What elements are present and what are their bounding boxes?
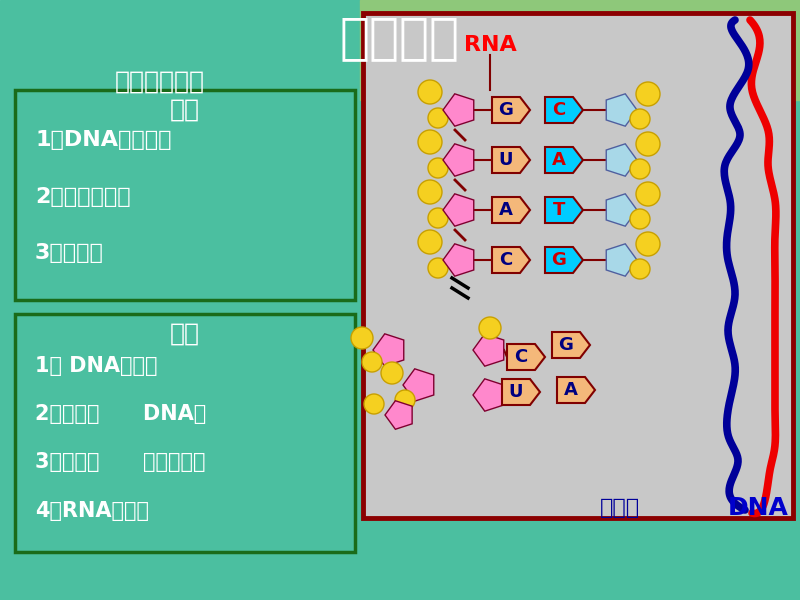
FancyBboxPatch shape: [15, 314, 355, 552]
Text: C: C: [514, 348, 528, 366]
Text: 1、DNA双链解旋: 1、DNA双链解旋: [35, 130, 171, 150]
Circle shape: [418, 130, 442, 154]
FancyBboxPatch shape: [15, 90, 355, 300]
Circle shape: [418, 80, 442, 104]
FancyArrow shape: [545, 197, 583, 223]
FancyArrow shape: [492, 97, 530, 123]
Text: DNA: DNA: [727, 496, 789, 520]
FancyArrow shape: [552, 332, 590, 358]
Circle shape: [636, 182, 660, 206]
Circle shape: [381, 362, 403, 384]
Circle shape: [418, 180, 442, 204]
Bar: [580, 0, 635, 600]
Bar: [690, 0, 745, 600]
Text: C: C: [552, 101, 566, 119]
Circle shape: [428, 258, 448, 278]
Text: 4、RNA聚合酶: 4、RNA聚合酶: [35, 501, 149, 521]
Bar: [360, 0, 415, 600]
Bar: [745, 0, 800, 600]
FancyArrow shape: [492, 197, 530, 223]
Circle shape: [630, 159, 650, 179]
Circle shape: [636, 232, 660, 256]
Text: 3、聚合；: 3、聚合；: [35, 244, 104, 263]
FancyArrow shape: [545, 247, 583, 273]
Text: A: A: [564, 381, 578, 399]
Bar: [470, 0, 525, 600]
Circle shape: [395, 390, 415, 410]
Text: T: T: [553, 201, 565, 219]
Circle shape: [636, 132, 660, 156]
Text: （一）过程：: （一）过程：: [115, 70, 205, 94]
Text: 条件: 条件: [170, 322, 200, 346]
FancyArrow shape: [492, 247, 530, 273]
Text: RNA: RNA: [464, 35, 516, 55]
Bar: [415, 0, 470, 600]
Bar: [635, 0, 690, 600]
Text: G: G: [558, 336, 574, 354]
Circle shape: [351, 327, 373, 349]
Text: 3、原料：      核糖核苷酸: 3、原料： 核糖核苷酸: [35, 452, 206, 473]
Circle shape: [428, 158, 448, 178]
Circle shape: [364, 394, 384, 414]
Text: U: U: [498, 151, 514, 169]
Text: 2、模板：      DNA链: 2、模板： DNA链: [35, 404, 206, 424]
FancyArrow shape: [545, 97, 583, 123]
Bar: [525, 0, 580, 600]
Circle shape: [428, 108, 448, 128]
Circle shape: [630, 259, 650, 279]
FancyArrow shape: [502, 379, 540, 405]
Text: 1、 DNA解旋酶: 1、 DNA解旋酶: [35, 356, 158, 376]
Text: 一、转录: 一、转录: [340, 14, 460, 62]
Circle shape: [362, 352, 382, 372]
Circle shape: [630, 209, 650, 229]
Text: 细胞核: 细胞核: [600, 498, 640, 518]
Circle shape: [636, 82, 660, 106]
Circle shape: [428, 208, 448, 228]
Text: G: G: [498, 101, 514, 119]
Text: U: U: [509, 383, 523, 401]
Text: A: A: [499, 201, 513, 219]
FancyArrow shape: [492, 147, 530, 173]
Text: 2、碱基配对；: 2、碱基配对；: [35, 187, 130, 206]
FancyBboxPatch shape: [363, 13, 793, 518]
Text: A: A: [552, 151, 566, 169]
Circle shape: [418, 230, 442, 254]
Text: 过程: 过程: [170, 98, 200, 122]
Bar: [360, 0, 800, 100]
FancyArrow shape: [507, 344, 545, 370]
FancyArrow shape: [545, 147, 583, 173]
Text: G: G: [551, 251, 566, 269]
FancyArrow shape: [557, 377, 595, 403]
Circle shape: [630, 109, 650, 129]
Circle shape: [479, 317, 501, 339]
Text: C: C: [499, 251, 513, 269]
